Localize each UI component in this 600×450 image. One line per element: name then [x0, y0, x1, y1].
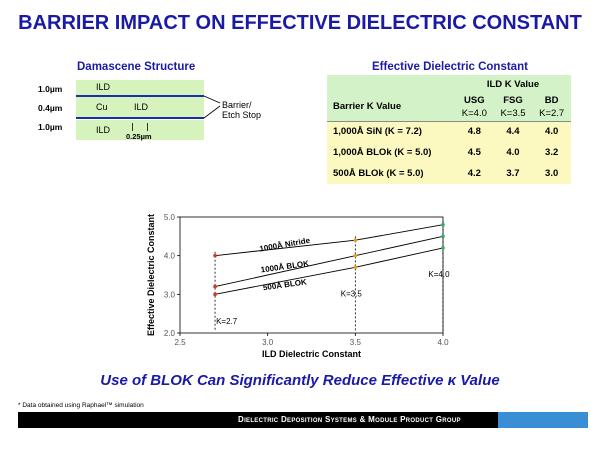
x-axis-label: ILD Dielectric Constant [262, 349, 361, 359]
data-point [213, 253, 217, 258]
gap-marker-left [132, 123, 133, 131]
table-col-usg-k: Κ=4.0 [461, 108, 487, 120]
plot-frame [179, 216, 444, 334]
series-line [215, 224, 444, 257]
table-cell: 4.5 [467, 147, 481, 158]
y-tick-label: 2.0 [164, 329, 176, 338]
dielectric-table: ILD Κ Value Barrier Κ Value USG FSG BD Κ… [327, 75, 571, 184]
footnote: * Data obtained using Raphael™ simulatio… [18, 402, 144, 409]
gap-label: 0.25µm [126, 132, 152, 141]
layer-middle: Cu ILD [76, 97, 204, 117]
data-point [353, 265, 358, 270]
data-point [441, 234, 445, 239]
table-cell: 4.0 [506, 147, 520, 158]
dim-top: 1.0µm [38, 84, 63, 94]
barrier-line-upper [76, 95, 204, 97]
barrier-line-lower [76, 117, 204, 119]
data-point [441, 222, 445, 227]
table-row-label: 1,000Å SiN (Κ = 7.2) [333, 126, 422, 138]
table-heading: Effective Dielectric Constant [372, 61, 528, 73]
data-point [213, 292, 217, 297]
series-label: 1000Å BLOΚ [260, 259, 309, 275]
table-cell: 3.2 [545, 147, 559, 158]
k-annotation: Κ=3.5 [341, 289, 363, 298]
layer-cu-label: Cu [96, 102, 108, 112]
y-tick-label: 4.0 [164, 252, 176, 261]
table-cell: 3.0 [545, 168, 559, 179]
barrier-label-line1: Barrier/ [222, 100, 252, 110]
table-row-header: Barrier Κ Value [333, 101, 402, 113]
footer-bar: Dielectric Deposition Systems & Module P… [18, 412, 588, 428]
x-tick-label: 4.0 [437, 338, 449, 347]
x-tick-label: 2.5 [174, 338, 186, 347]
table-group-header: ILD Κ Value [486, 78, 540, 90]
data-point [353, 238, 358, 242]
y-axis-label: Effective Dielectric Constant [146, 214, 156, 336]
table-cell: 4.8 [467, 126, 481, 138]
table-col-fsg: FSG [503, 94, 523, 106]
series-line [214, 235, 444, 288]
barrier-label: Barrier/ Etch Stop [222, 100, 261, 120]
table-cell: 3.7 [506, 168, 520, 179]
table-col-bd-k: Κ=2.7 [539, 108, 565, 120]
y-tick-label: 3.0 [164, 290, 176, 299]
layer-mid-ild-label: ILD [134, 102, 149, 112]
table-cell: 4.2 [467, 168, 481, 179]
table-cell: 4.4 [506, 126, 520, 138]
dim-mid: 0.4µm [38, 103, 63, 113]
table-col-fsg-k: Κ=3.5 [500, 108, 526, 120]
data-point [213, 284, 217, 289]
layer-top-ild: ILD [76, 80, 204, 95]
data-point [353, 253, 358, 258]
y-tick-label: 5.0 [164, 213, 176, 222]
series-label: 500Å BLOΚ [262, 277, 307, 292]
table-cell: 4.0 [545, 126, 559, 138]
x-tick-label: 3.0 [262, 338, 274, 347]
page-title: BARRIER IMPACT ON EFFECTIVE DIELECTRIC C… [18, 12, 582, 34]
k-annotation: Κ=2.7 [216, 317, 238, 326]
table-col-usg: USG [464, 94, 485, 106]
footer-accent [498, 412, 588, 428]
chart-subtitle: Use of BLOΚ Can Significantly Reduce Eff… [100, 372, 500, 389]
barrier-label-line2: Etch Stop [222, 110, 262, 120]
series-line [214, 247, 444, 295]
series-label: 1000Å Nitride [259, 236, 311, 254]
damascene-heading: Damascene Structure [77, 61, 196, 73]
layer-bottom-ild-label: ILD [96, 125, 111, 135]
data-point [441, 246, 445, 250]
dim-bottom: 1.0µm [38, 122, 63, 132]
table-col-bd: BD [544, 94, 559, 106]
table-row-label: 1,000Å BLOk (Κ = 5.0) [333, 147, 432, 158]
footer-text: Dielectric Deposition Systems & Module P… [238, 415, 461, 424]
table-row-label: 500Å BLOk (Κ = 5.0) [333, 168, 424, 179]
k-annotation: Κ=4.0 [428, 270, 450, 279]
gap-marker-right [147, 123, 148, 131]
x-tick-label: 3.5 [350, 338, 362, 347]
layer-bottom-ild: ILD [76, 120, 204, 140]
